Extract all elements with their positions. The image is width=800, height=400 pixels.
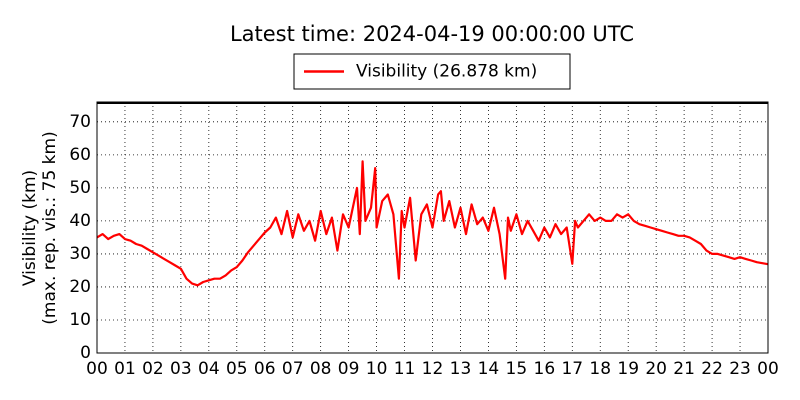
x-tick-label: 09 bbox=[338, 359, 360, 379]
x-tick-label: 07 bbox=[282, 359, 304, 379]
chart-title: Latest time: 2024-04-19 00:00:00 UTC bbox=[230, 22, 634, 46]
x-tick-label: 04 bbox=[198, 359, 220, 379]
legend-label: Visibility (26.878 km) bbox=[356, 62, 537, 82]
y-tick-label: 20 bbox=[69, 277, 91, 297]
y-tick-label: 50 bbox=[69, 178, 91, 198]
x-tick-label: 17 bbox=[561, 359, 583, 379]
y-tick-label: 30 bbox=[69, 244, 91, 264]
x-tick-label: 18 bbox=[589, 359, 611, 379]
x-tick-label: 19 bbox=[617, 359, 639, 379]
y-axis-label-line: Visibility (km) bbox=[20, 170, 40, 286]
x-tick-label: 03 bbox=[170, 359, 192, 379]
x-tick-label: 16 bbox=[534, 359, 556, 379]
x-tick-label: 15 bbox=[506, 359, 528, 379]
y-tick-label: 40 bbox=[69, 211, 91, 231]
data-line bbox=[96, 160, 769, 287]
x-tick-label: 00 bbox=[86, 359, 108, 379]
x-tick-label: 05 bbox=[226, 359, 248, 379]
y-tick-label: 70 bbox=[69, 112, 91, 132]
x-tick-label: 12 bbox=[422, 359, 444, 379]
y-axis-label-line: (max. rep. vis.: 75 km) bbox=[40, 131, 60, 324]
x-tick-label: 00 bbox=[757, 359, 779, 379]
x-tick-label: 08 bbox=[310, 359, 332, 379]
x-tick-label: 13 bbox=[450, 359, 472, 379]
x-tick-label: 10 bbox=[366, 359, 388, 379]
y-tick-label: 60 bbox=[69, 145, 91, 165]
x-tick-label: 22 bbox=[701, 359, 723, 379]
y-axis-label: Visibility (km) (max. rep. vis.: 75 km) bbox=[20, 131, 60, 324]
x-tick-label: 11 bbox=[394, 359, 416, 379]
x-tick-label: 06 bbox=[254, 359, 276, 379]
x-tick-label: 20 bbox=[645, 359, 667, 379]
x-tick-label: 01 bbox=[114, 359, 136, 379]
x-tick-label: 02 bbox=[142, 359, 164, 379]
x-tick-label: 14 bbox=[478, 359, 500, 379]
x-tick-label: 23 bbox=[729, 359, 751, 379]
y-tick-label: 10 bbox=[69, 310, 91, 330]
y-tick-label: 0 bbox=[80, 343, 91, 363]
x-tick-label: 21 bbox=[673, 359, 695, 379]
